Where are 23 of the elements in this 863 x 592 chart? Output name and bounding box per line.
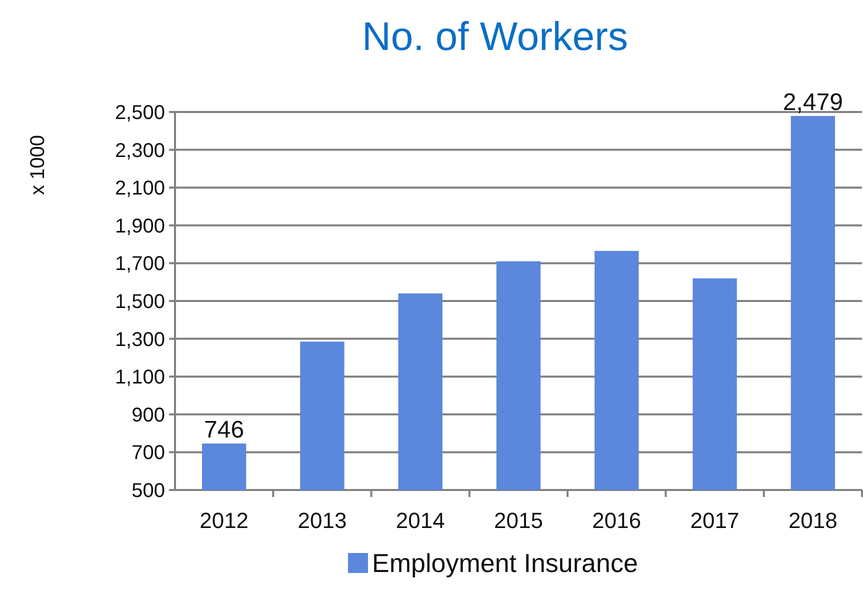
y-tick-label: 1,700: [114, 253, 165, 276]
y-tick-label: 1,500: [114, 291, 165, 313]
chart-title: No. of Workers: [362, 15, 628, 59]
y-tick-label: 1,300: [114, 328, 165, 351]
y-tick-label: 2,500: [114, 102, 165, 124]
y-tick-label: 700: [132, 442, 165, 464]
legend-label: Employment Insurance: [372, 548, 638, 578]
y-tick-label: 1,900: [114, 215, 165, 238]
y-tick-label: 1,100: [114, 366, 165, 389]
x-tick-label: 2012: [200, 508, 249, 533]
x-tick-label: 2016: [592, 508, 642, 533]
y-tick-label: 900: [132, 404, 165, 426]
x-tick-label: 2015: [494, 508, 543, 533]
y-tick-label: 2,100: [114, 178, 165, 200]
x-tick-label: 2013: [298, 508, 347, 533]
x-tick-label: 2018: [788, 508, 838, 533]
y-tick-label: 2,300: [114, 140, 165, 162]
x-tick-label: 2017: [690, 508, 740, 533]
y-tick-label: 500: [132, 480, 165, 502]
data-label: 2,479: [782, 88, 843, 116]
y-axis-title: x 1000: [27, 134, 49, 196]
data-label: 746: [204, 416, 244, 444]
x-tick-label: 2014: [396, 508, 445, 533]
